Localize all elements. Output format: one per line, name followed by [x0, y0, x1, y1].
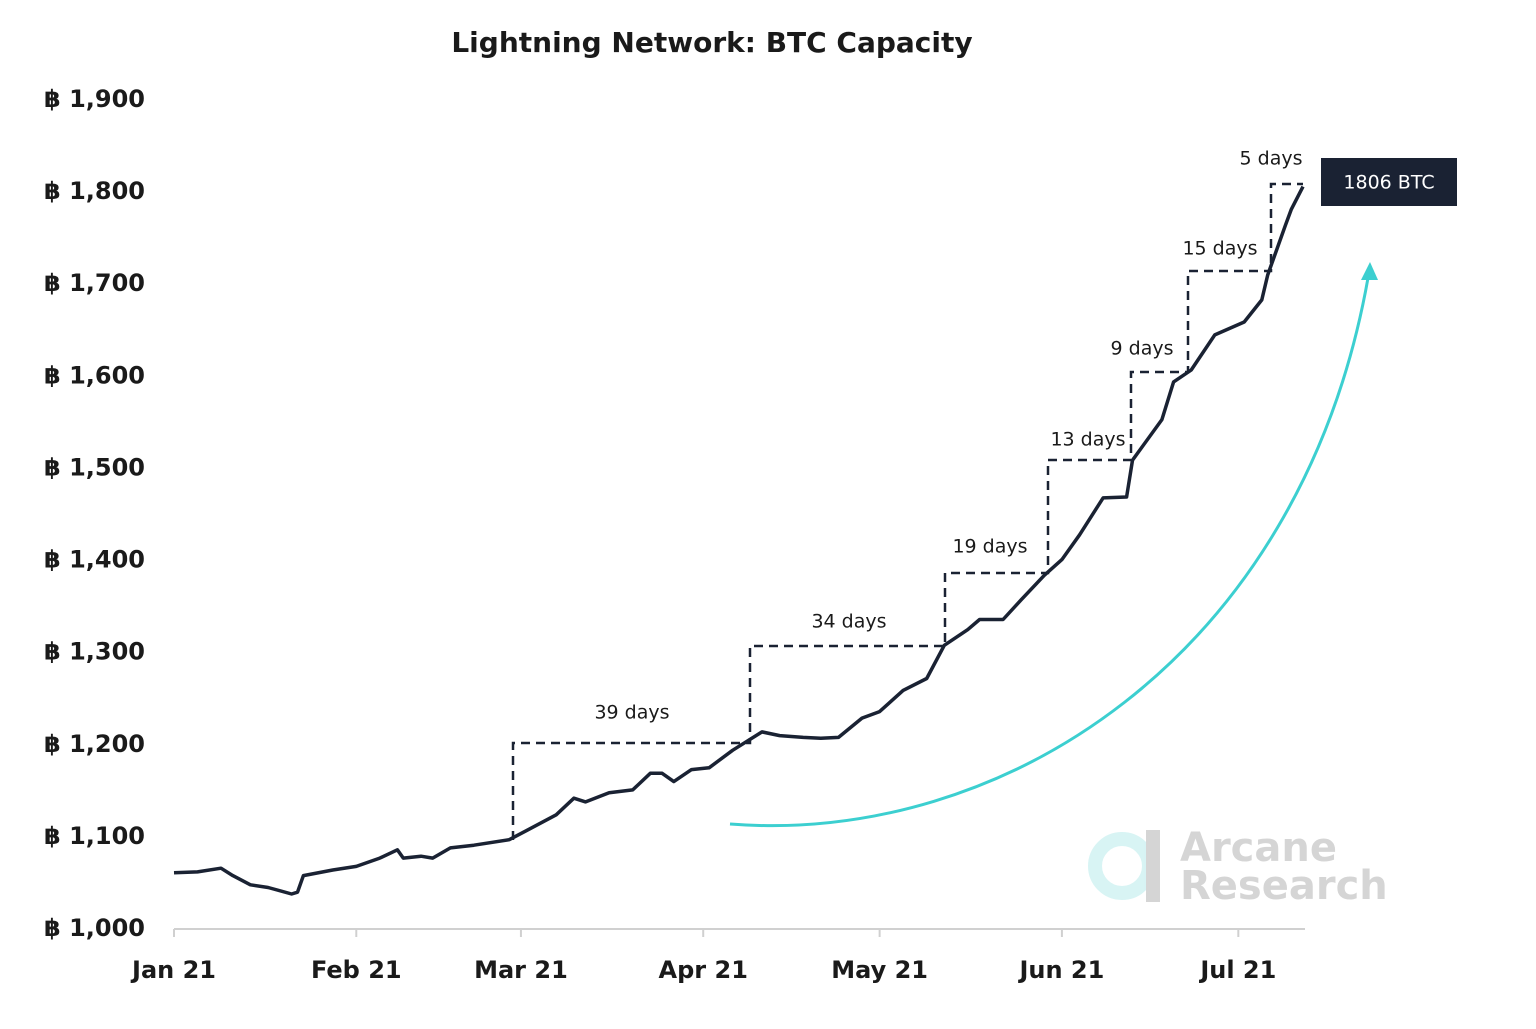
- chart-title: Lightning Network: BTC Capacity: [451, 26, 972, 59]
- x-tick-label: May 21: [831, 956, 928, 984]
- annotation: 34 days: [811, 611, 886, 633]
- watermark: Arcane Research: [1088, 825, 1388, 909]
- watermark-text: Arcane: [1180, 825, 1337, 871]
- x-tick-label: Feb 21: [311, 956, 402, 984]
- x-tick-label: Jan 21: [130, 956, 216, 984]
- annotation: 13 days: [1050, 429, 1125, 451]
- annotation: 15 days: [1182, 238, 1257, 260]
- y-tick-label: ฿ 1,500: [44, 453, 145, 481]
- trend-arrowhead: [1361, 262, 1378, 280]
- y-tick-label: ฿ 1,300: [44, 638, 145, 666]
- trend-arrow: [729, 277, 1370, 828]
- annotation: 19 days: [952, 536, 1027, 558]
- annotation: 9 days: [1111, 338, 1174, 360]
- x-tick-label: Apr 21: [659, 956, 748, 984]
- annotation: 39 days: [594, 702, 669, 724]
- annotation: 5 days: [1240, 148, 1303, 170]
- y-tick-label: ฿ 1,100: [44, 822, 145, 850]
- y-tick-label: ฿ 1,000: [44, 914, 145, 942]
- y-tick-label: ฿ 1,900: [44, 85, 145, 113]
- x-tick-label: Jul 21: [1198, 956, 1276, 984]
- watermark-logo: [1088, 832, 1156, 900]
- watermark-text: Research: [1180, 863, 1388, 909]
- watermark-logo-bar: [1146, 830, 1160, 902]
- y-tick-label: ฿ 1,400: [44, 546, 145, 574]
- x-tick-label: Mar 21: [474, 956, 568, 984]
- callout-box: [1321, 158, 1457, 206]
- line-series: [173, 185, 1305, 896]
- step-guides: [511, 182, 1303, 840]
- y-tick-label: ฿ 1,200: [44, 730, 145, 758]
- y-tick-label: ฿ 1,700: [44, 269, 145, 297]
- y-tick-label: ฿ 1,800: [44, 177, 145, 205]
- x-tick-label: Jun 21: [1017, 956, 1104, 984]
- y-tick-label: ฿ 1,600: [44, 361, 145, 389]
- callout-text: 1806 BTC: [1343, 172, 1434, 194]
